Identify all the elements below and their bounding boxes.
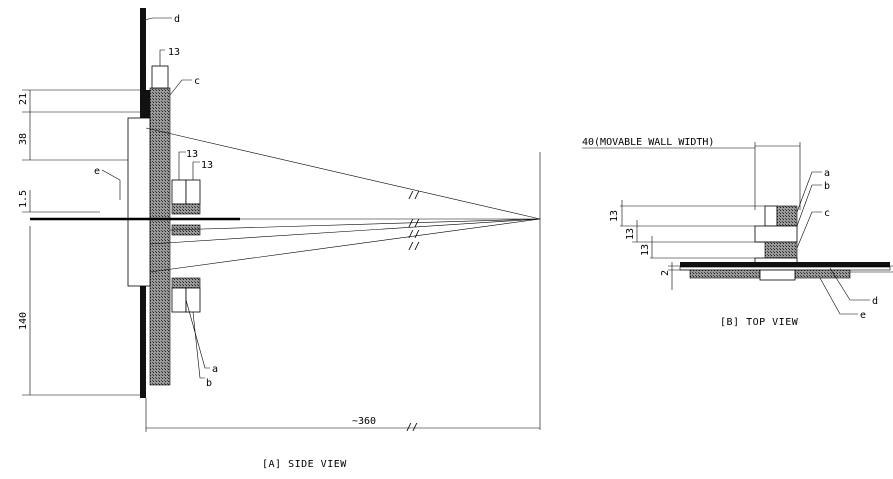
top-dim-2: 2: [660, 270, 671, 276]
top-dim-13b: 13: [625, 228, 636, 240]
top-view: 40(MOVABLE WALL WIDTH) 13 13 13 2 a: [582, 137, 893, 328]
dim-1-5: 1.5: [18, 190, 29, 208]
svg-text://: //: [408, 241, 420, 252]
top-dim-13c: 13: [640, 244, 651, 256]
top-13-label: 13: [168, 47, 180, 58]
svg-text://: //: [408, 190, 420, 201]
label-c-side: c: [194, 76, 200, 87]
top-dim-13a: 13: [609, 210, 620, 222]
side-view-caption: [A] SIDE VIEW: [262, 459, 347, 470]
label-d-top: d: [872, 296, 878, 307]
mid-13-label-a: 13: [186, 149, 198, 160]
label-a-top: a: [824, 168, 830, 179]
svg-text://: //: [406, 422, 418, 433]
label-c-top: c: [824, 208, 830, 219]
wall-width-label: 40(MOVABLE WALL WIDTH): [582, 137, 714, 148]
svg-text://: //: [408, 229, 420, 240]
dim-38: 38: [18, 133, 29, 145]
label-a-side: a: [212, 364, 218, 375]
block-e: [127, 117, 151, 287]
label-d-side: d: [174, 14, 180, 25]
side-view: 13 d c e 13 13 a b: [18, 8, 541, 470]
label-b-side: b: [206, 378, 212, 389]
label-e-top: e: [860, 310, 866, 321]
top-view-caption: [B] TOP VIEW: [720, 317, 799, 328]
svg-text://: //: [408, 218, 420, 229]
mid-13-label-b: 13: [201, 160, 213, 171]
label-b-top: b: [824, 181, 830, 192]
label-e-side: e: [94, 166, 100, 177]
dim-360: ~360: [352, 416, 376, 427]
dim-140: 140: [18, 312, 29, 330]
dim-21: 21: [18, 93, 29, 105]
